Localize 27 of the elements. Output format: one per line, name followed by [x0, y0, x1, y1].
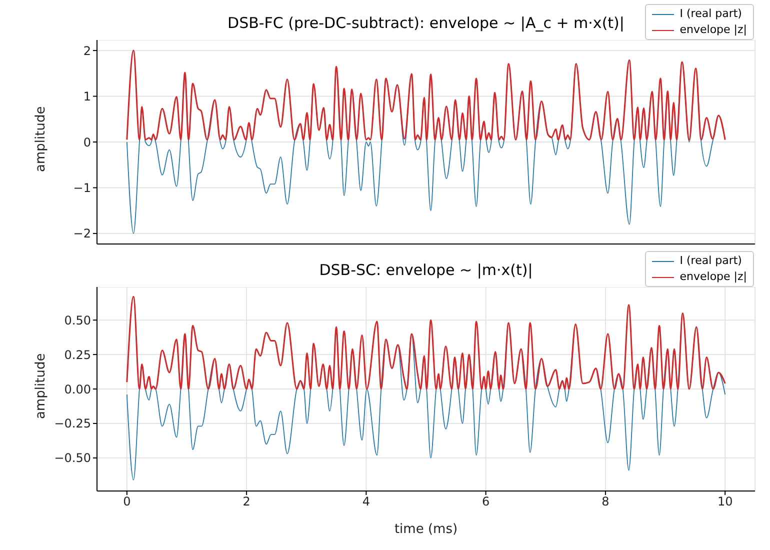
- chart-title: DSB-SC: envelope ~ |m·x(t)|: [319, 261, 533, 279]
- legend-label: I (real part): [680, 6, 742, 22]
- line-series: [126, 50, 726, 140]
- x-tick-label: 2: [242, 494, 250, 509]
- y-tick-label: 0.00: [64, 382, 91, 396]
- y-tick-label: −0.25: [54, 416, 91, 431]
- y-tick-label: −0.50: [54, 451, 91, 466]
- legend-label: envelope |z|: [680, 269, 747, 285]
- x-tick-label: 0: [123, 494, 131, 509]
- y-tick-label: 0.50: [64, 313, 91, 328]
- legend-label: I (real part): [680, 253, 742, 269]
- y-tick-label: 0: [83, 135, 91, 150]
- legend-label: envelope |z|: [680, 22, 747, 38]
- y-axis-title: amplitude: [34, 353, 49, 419]
- x-tick-label: 10: [717, 494, 733, 509]
- x-tick-label: 8: [602, 494, 610, 509]
- line-series: [126, 296, 726, 390]
- chart-title: DSB-FC (pre-DC-subtract): envelope ~ |A_c + m·x(t)|: [228, 14, 624, 32]
- y-tick-label: 0.25: [64, 348, 91, 362]
- x-axis-title: time (ms): [394, 522, 458, 537]
- y-tick-label: −1: [73, 181, 91, 195]
- x-tick-label: 4: [362, 494, 370, 509]
- y-tick-label: 1: [83, 90, 91, 104]
- y-tick-label: −2: [73, 226, 91, 241]
- x-tick-label: 6: [482, 494, 490, 509]
- y-tick-label: 2: [83, 44, 91, 58]
- y-axis-title: amplitude: [34, 106, 49, 172]
